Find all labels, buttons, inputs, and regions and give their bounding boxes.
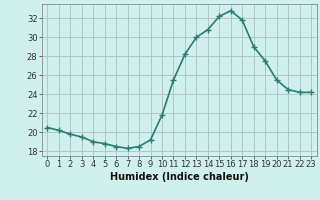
X-axis label: Humidex (Indice chaleur): Humidex (Indice chaleur)	[110, 172, 249, 182]
